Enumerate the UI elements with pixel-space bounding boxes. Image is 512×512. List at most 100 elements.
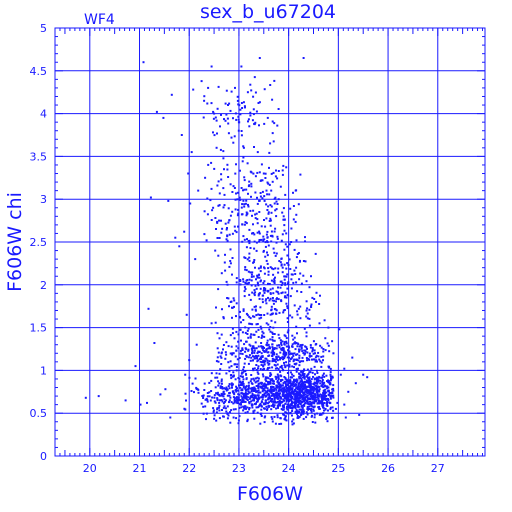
data-point — [318, 376, 321, 379]
data-point — [287, 349, 290, 352]
data-point — [317, 399, 320, 402]
data-point — [277, 368, 280, 371]
x-tick-label: 27 — [431, 462, 445, 475]
data-point — [282, 393, 285, 396]
data-point — [242, 280, 245, 283]
data-point — [322, 389, 325, 392]
data-point — [255, 241, 258, 244]
data-point — [249, 209, 252, 212]
y-tick-label: 3.5 — [30, 150, 48, 163]
data-point — [239, 381, 242, 384]
data-point — [260, 327, 263, 330]
data-point — [215, 360, 218, 363]
data-point — [274, 227, 277, 230]
data-point — [291, 345, 294, 348]
data-point — [312, 386, 315, 389]
data-point — [217, 85, 220, 88]
data-point — [276, 177, 279, 180]
data-point — [308, 386, 311, 389]
data-point — [281, 266, 284, 269]
data-point — [260, 179, 263, 182]
grid-layer — [55, 28, 485, 456]
data-point — [242, 199, 245, 202]
data-point — [263, 403, 266, 406]
data-point — [253, 367, 256, 370]
data-point — [291, 356, 294, 359]
data-point — [257, 383, 260, 386]
data-point — [255, 314, 258, 317]
data-point — [220, 356, 223, 359]
data-point — [216, 391, 219, 394]
data-point — [273, 415, 276, 418]
data-point — [218, 404, 221, 407]
data-point — [266, 387, 269, 390]
data-point — [280, 422, 283, 425]
data-point — [325, 418, 328, 420]
data-point — [297, 367, 299, 370]
data-point — [286, 321, 289, 323]
data-point — [279, 401, 282, 404]
data-point — [308, 376, 311, 379]
data-point — [269, 142, 272, 145]
data-point — [282, 207, 285, 210]
data-point — [296, 394, 298, 397]
data-point — [233, 299, 236, 302]
data-point — [235, 345, 238, 348]
data-point — [225, 89, 228, 92]
data-point — [256, 276, 259, 279]
data-point — [214, 386, 217, 389]
data-point — [319, 400, 322, 403]
data-point — [234, 198, 237, 201]
data-point — [270, 351, 273, 354]
data-point — [280, 341, 283, 344]
data-point — [276, 400, 279, 403]
data-point — [244, 405, 246, 408]
data-point — [258, 230, 261, 233]
data-point — [292, 385, 295, 388]
data-point — [216, 237, 219, 239]
data-point — [261, 398, 264, 401]
data-point — [324, 349, 327, 352]
data-point — [275, 388, 278, 391]
data-point — [239, 280, 242, 282]
data-point — [251, 232, 253, 235]
data-point — [297, 252, 300, 254]
data-point — [272, 171, 275, 174]
data-point — [241, 240, 244, 243]
data-point — [243, 394, 245, 397]
data-point — [302, 392, 305, 395]
data-point — [257, 379, 260, 382]
data-point — [293, 401, 296, 404]
data-point — [261, 373, 264, 376]
data-point — [257, 345, 260, 348]
data-point — [311, 371, 314, 374]
data-point — [280, 299, 283, 302]
data-point — [274, 254, 277, 257]
data-point — [267, 343, 270, 346]
data-point — [299, 272, 302, 275]
data-point — [309, 382, 312, 385]
data-point — [231, 327, 234, 330]
data-point — [243, 188, 246, 191]
data-point — [245, 385, 248, 388]
data-point — [283, 351, 286, 354]
data-point — [252, 411, 255, 414]
data-point — [252, 108, 255, 111]
data-point — [240, 401, 243, 404]
data-point — [240, 403, 242, 406]
data-point — [323, 319, 326, 322]
data-point — [244, 288, 247, 290]
data-point — [285, 399, 288, 402]
data-point — [294, 341, 297, 344]
data-point — [322, 412, 325, 415]
y-tick-label: 5 — [40, 22, 47, 35]
data-point — [228, 233, 231, 236]
data-point — [310, 388, 313, 391]
data-point — [84, 396, 87, 399]
data-point — [285, 340, 288, 343]
data-point — [243, 179, 246, 182]
data-point — [188, 376, 191, 379]
data-point — [221, 409, 223, 411]
data-point — [282, 413, 285, 416]
data-point — [242, 405, 245, 408]
